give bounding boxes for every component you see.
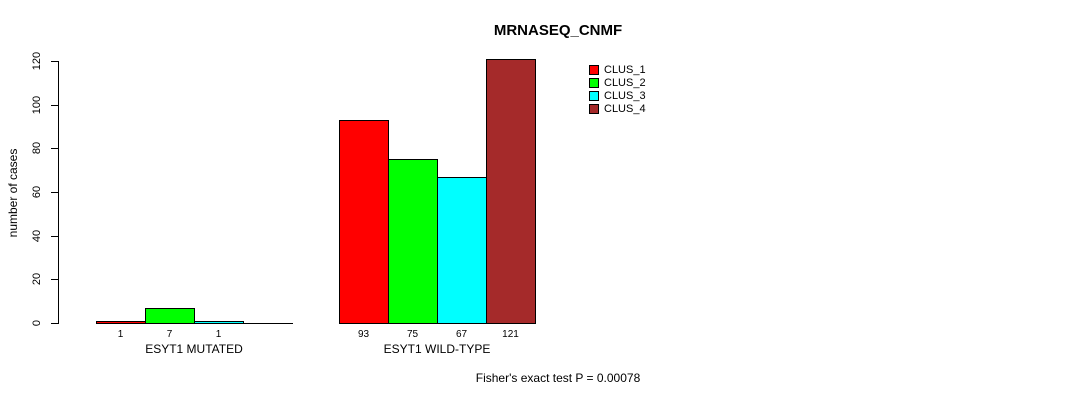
y-axis-tick (51, 323, 58, 324)
y-axis-tick (51, 105, 58, 106)
bar-value-label: 1 (117, 329, 124, 340)
bar-clus_1-mutated (96, 321, 146, 323)
y-axis-tick (51, 236, 58, 237)
y-axis-tick-label: 40 (31, 229, 43, 243)
bar-value-label: 121 (502, 329, 519, 340)
y-axis-tick (51, 148, 58, 149)
y-axis-tick-label: 20 (31, 272, 43, 286)
y-axis-tick-label: 60 (31, 185, 43, 199)
bar-value-label: 1 (215, 329, 222, 340)
legend-swatch (589, 78, 599, 88)
y-axis-tick-label: 100 (31, 95, 43, 115)
bar-baseline (339, 323, 536, 324)
bar-clus_3-mutated (194, 321, 244, 323)
legend-label: CLUS_3 (604, 90, 646, 102)
bar-value-label: 93 (357, 329, 370, 340)
category-label: ESYT1 WILD-TYPE (383, 342, 491, 356)
y-axis-tick (51, 61, 58, 62)
legend-label: CLUS_4 (604, 103, 646, 115)
y-axis-line (58, 61, 59, 324)
y-axis-tick-label: 120 (31, 51, 43, 71)
fisher-test-annotation: Fisher's exact test P = 0.00078 (475, 371, 641, 385)
bar-value-label: 75 (406, 329, 419, 340)
bar-clus_2-mutated (145, 308, 195, 323)
legend-label: CLUS_1 (604, 64, 646, 76)
bar-clus_3-wild-type (437, 177, 487, 323)
y-axis-tick (51, 279, 58, 280)
y-axis-tick-label: 0 (31, 319, 43, 327)
legend-swatch (589, 104, 599, 114)
y-axis-tick-label: 80 (31, 141, 43, 155)
bar-clus_2-wild-type (388, 159, 438, 323)
bar-baseline (96, 323, 293, 324)
legend-swatch (589, 65, 599, 75)
bar-value-label: 7 (166, 329, 173, 340)
legend-label: CLUS_2 (604, 77, 646, 89)
bar-clus_4-wild-type (486, 59, 536, 323)
chart-title: MRNASEQ_CNMF (493, 22, 623, 39)
bar-value-label: 67 (455, 329, 468, 340)
bar-clus_1-wild-type (339, 120, 389, 323)
category-label: ESYT1 MUTATED (145, 342, 243, 356)
legend-swatch (589, 91, 599, 101)
y-axis-tick (51, 192, 58, 193)
